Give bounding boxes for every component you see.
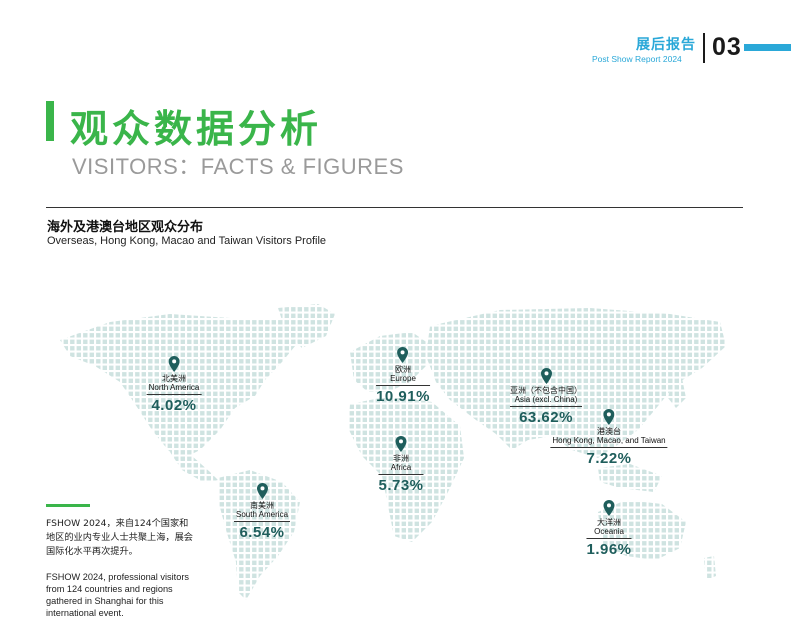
region-asia: 亚洲（不包含中国） Asia (excl. China) 63.62% [510, 368, 582, 426]
region-oceania: 大洋洲 Oceania 1.96% [586, 500, 632, 558]
region-name-en: South America [233, 510, 291, 522]
region-name-cn: 北美洲 [162, 374, 186, 383]
section-title-en: Overseas, Hong Kong, Macao and Taiwan Vi… [47, 235, 327, 247]
region-percent: 63.62% [519, 409, 573, 426]
region-percent: 6.54% [239, 524, 285, 541]
map-pin-icon [603, 409, 615, 425]
map-pin-icon [256, 483, 268, 499]
region-africa: 非洲 Africa 5.73% [378, 436, 424, 494]
region-north-america: 北美洲 North America 4.02% [146, 356, 202, 414]
region-name-cn: 欧洲 [395, 365, 411, 374]
region-europe: 欧洲 Europe 10.91% [376, 347, 430, 405]
region-percent: 5.73% [378, 477, 424, 494]
note-accent-bar [46, 504, 90, 507]
region-percent: 4.02% [151, 397, 197, 414]
world-map [60, 304, 726, 600]
note-text-en: FSHOW 2024, professional visitors from 1… [46, 572, 189, 618]
header-accent-bar [744, 44, 791, 51]
region-name-en: Oceania [586, 527, 632, 539]
region-percent: 1.96% [586, 541, 632, 558]
header-divider [703, 33, 705, 63]
map-pin-icon [168, 356, 180, 372]
page-title: 观众数据分析 [70, 107, 323, 151]
map-pin-icon [395, 436, 407, 452]
map-pin-icon [603, 500, 615, 516]
region-name-cn: 港澳台 [596, 427, 621, 436]
region-percent: 10.91% [376, 388, 430, 405]
page-title-en: VISITORS：FACTS & FIGURES [72, 154, 404, 179]
region-name-cn: 亚洲（不包含中国） [510, 386, 582, 395]
region-name-en: Hong Kong, Macao, and Taiwan [550, 436, 668, 448]
region-name-cn: 非洲 [392, 454, 409, 463]
section-title: 海外及港澳台地区观众分布 [47, 220, 204, 235]
region-name-en: Europe [376, 374, 430, 386]
region-name-cn: 南美洲 [250, 501, 274, 510]
title-accent-bar [46, 101, 54, 141]
report-subtitle: Post Show Report 2024 [592, 54, 682, 64]
section-divider [46, 207, 743, 208]
note-text-cn: FSHOW 2024，来自124个国家和地区的业内专业人士共聚上海，展会国际化水… [46, 518, 193, 557]
page-number: 03 [712, 33, 742, 61]
region-name-en: Asia (excl. China) [510, 395, 582, 407]
region-name-en: North America [146, 383, 202, 395]
region-name-en: Africa [378, 463, 424, 475]
region-name-cn: 大洋洲 [596, 518, 621, 527]
report-title: 展后报告 [636, 36, 696, 52]
region-south-america: 南美洲 South America 6.54% [233, 483, 291, 541]
region-hk-macao-taiwan: 港澳台 Hong Kong, Macao, and Taiwan 7.22% [550, 409, 668, 467]
map-pin-icon [397, 347, 409, 363]
map-pin-icon [540, 368, 552, 384]
region-percent: 7.22% [586, 450, 632, 467]
